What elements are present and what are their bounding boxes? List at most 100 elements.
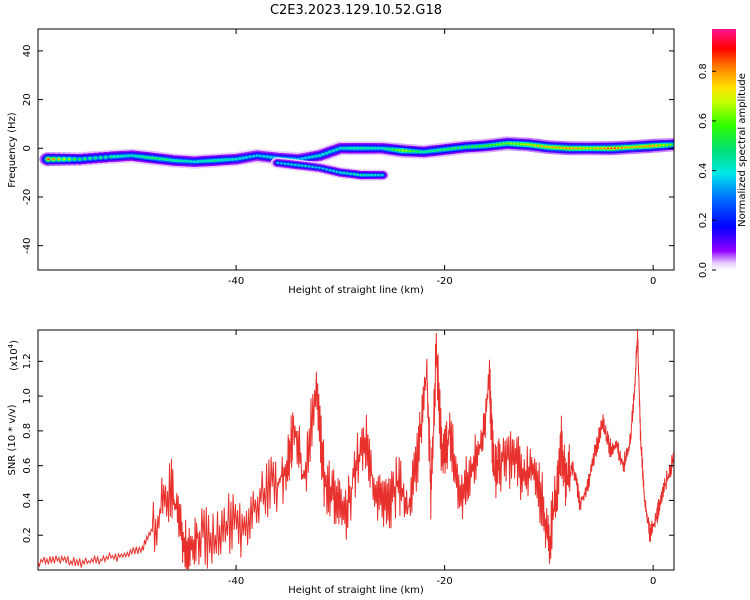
spectrogram-cell — [238, 157, 241, 160]
snr-y-tick-label: 0.2 — [22, 527, 33, 543]
spectrogram-cell — [360, 174, 363, 176]
spectrogram-cell — [624, 146, 627, 149]
spectrogram-cell — [269, 156, 272, 158]
spectrogram-cell — [339, 171, 342, 174]
spectrogram-cell — [401, 149, 404, 152]
spectrogram-cell — [589, 147, 592, 150]
spectrogram-cell — [593, 147, 596, 150]
snr-y-tick-label: 1.2 — [22, 353, 33, 369]
spectrogram-cell — [415, 150, 418, 153]
spectrogram-ylabel: Frequency (Hz) — [7, 112, 18, 188]
spectrogram-cell — [533, 144, 537, 147]
spectrogram-cell — [582, 147, 585, 150]
spectrogram-cell — [165, 158, 168, 161]
spectrogram-cell — [130, 154, 133, 157]
spectrogram-cell — [144, 156, 147, 158]
spectrogram-cell — [349, 173, 352, 175]
spectrogram-cell — [308, 156, 311, 159]
spectrogram-cell — [443, 148, 446, 151]
spectrogram-cell — [158, 158, 161, 160]
spectrogram-cell — [353, 173, 356, 175]
spectrogram-cell — [228, 158, 231, 161]
spectrogram-cell — [104, 156, 107, 158]
snr-scale-exponent: 4 — [7, 343, 15, 348]
spectrogram-cell — [669, 144, 672, 146]
spectrogram-cell — [481, 145, 484, 147]
spectrogram-cell — [460, 146, 464, 149]
spectrogram-x-tick-label: -40 — [228, 276, 244, 287]
snr-scale-factor: (x104) — [7, 340, 20, 371]
spectrogram-xlabel: Height of straight line (km) — [288, 285, 424, 296]
spectrogram-cell — [652, 145, 655, 147]
spectrogram-cell — [73, 158, 76, 160]
spectrogram-cell — [530, 144, 533, 146]
spectrogram-cell — [301, 157, 304, 160]
spectrogram-cell — [214, 159, 217, 162]
spectrogram-cell — [169, 159, 172, 161]
spectrogram-cell — [513, 143, 516, 145]
snr-x-tick-label: -20 — [436, 576, 452, 587]
spectrogram-cell — [342, 172, 345, 174]
spectrogram-cell — [565, 147, 568, 149]
spectrogram-cell — [314, 155, 318, 157]
spectrogram-cell — [63, 158, 66, 160]
spectrogram-cell — [579, 147, 582, 150]
spectrogram-cell — [193, 160, 196, 163]
spectrogram-cell — [551, 146, 554, 149]
spectrogram-cell — [346, 147, 349, 150]
spectrogram-cell — [287, 163, 290, 165]
spectrogram-cell — [544, 145, 547, 148]
spectrogram-cell — [235, 158, 238, 160]
spectrogram-cell — [377, 174, 380, 176]
spectrogram-cell — [332, 149, 335, 152]
spectrogram-cell — [68, 158, 71, 160]
spectrogram-cell — [207, 160, 210, 162]
spectrogram-cell — [200, 160, 203, 163]
spectrogram-cell — [259, 155, 262, 157]
spectrogram-cell — [332, 170, 335, 172]
spectrogram-cell — [342, 147, 345, 150]
spectrogram-cell — [360, 147, 363, 150]
spectrogram-x-tick-label: -20 — [436, 276, 452, 287]
spectrogram-cell — [474, 145, 477, 148]
spectrogram-cell — [179, 160, 182, 162]
colorbar-label: Normalized spectral amplitude — [737, 73, 748, 227]
spectrogram-cell — [304, 157, 307, 159]
spectrogram-cell — [648, 145, 651, 147]
spectrogram-cell — [509, 142, 512, 145]
spectrogram-cell — [467, 146, 471, 148]
spectrogram-cell — [339, 147, 342, 150]
spectrogram-cell — [318, 154, 321, 157]
spectrogram-cell — [547, 146, 551, 148]
spectrogram-cell — [363, 147, 366, 150]
spectrogram-cell — [520, 143, 523, 145]
spectrogram-cell — [655, 144, 658, 147]
spectrogram-cell — [245, 156, 248, 159]
spectrogram-cell — [182, 160, 186, 162]
spectrogram-cell — [502, 143, 505, 145]
spectrogram-x-axis: -40 -20 0 — [228, 29, 656, 287]
spectrogram-cell — [374, 147, 377, 150]
spectrogram-cell — [450, 147, 453, 150]
snr-scale-label: (x10 — [9, 348, 20, 371]
spectrogram-cell — [196, 160, 199, 163]
spectrogram-cell — [492, 144, 495, 146]
spectrogram-cell — [606, 147, 610, 150]
snr-x-axis: -40 -20 0 — [228, 330, 656, 587]
figure-title: C2E3.2023.129.10.52.G18 — [270, 3, 442, 18]
spectrogram-cell — [280, 162, 283, 164]
spectrogram-cell — [433, 149, 436, 152]
spectrogram-y-axis: 40 20 0 -20 -40 — [22, 45, 674, 254]
spectrogram-cell — [665, 144, 669, 146]
spectrogram-cell — [47, 158, 50, 160]
spectrogram-cell — [426, 150, 429, 153]
spectrogram-y-tick-label: -40 — [22, 237, 33, 253]
spectrogram-cell — [394, 149, 398, 151]
colorbar-tick-label: 0.6 — [698, 113, 709, 129]
spectrogram-cell — [447, 148, 450, 150]
spectrogram-cell — [381, 174, 383, 176]
spectrogram-cell — [377, 147, 380, 150]
spectrogram-cell — [329, 169, 331, 171]
spectrogram-y-tick-label: 0 — [22, 145, 33, 151]
spectrogram-cell — [224, 159, 227, 161]
